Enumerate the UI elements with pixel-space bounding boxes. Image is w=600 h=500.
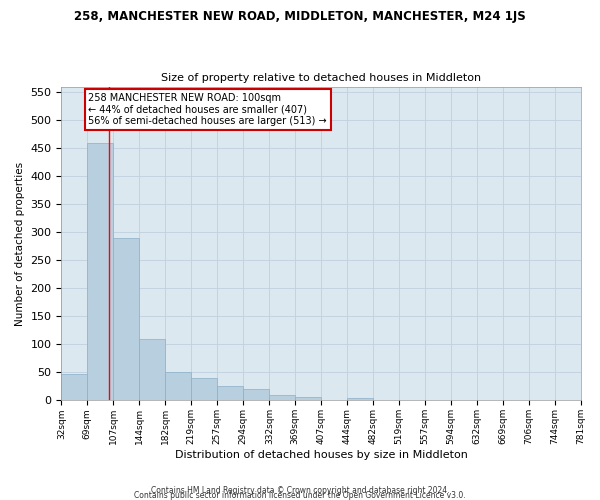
Title: Size of property relative to detached houses in Middleton: Size of property relative to detached ho… [161, 73, 481, 83]
Bar [191, 378, 217, 400]
Text: 258 MANCHESTER NEW ROAD: 100sqm
← 44% of detached houses are smaller (407)
56% o: 258 MANCHESTER NEW ROAD: 100sqm ← 44% of… [88, 94, 327, 126]
Text: Contains public sector information licensed under the Open Government Licence v3: Contains public sector information licen… [134, 491, 466, 500]
Text: 258, MANCHESTER NEW ROAD, MIDDLETON, MANCHESTER, M24 1JS: 258, MANCHESTER NEW ROAD, MIDDLETON, MAN… [74, 10, 526, 23]
Bar [166, 372, 191, 400]
Text: Contains HM Land Registry data © Crown copyright and database right 2024.: Contains HM Land Registry data © Crown c… [151, 486, 449, 495]
Bar [113, 238, 139, 400]
Bar [217, 386, 243, 400]
Bar [139, 339, 164, 400]
Bar [87, 142, 113, 400]
Bar [295, 396, 320, 400]
Bar [347, 398, 373, 400]
X-axis label: Distribution of detached houses by size in Middleton: Distribution of detached houses by size … [175, 450, 467, 460]
Bar [243, 389, 269, 400]
Y-axis label: Number of detached properties: Number of detached properties [15, 162, 25, 326]
Bar [269, 395, 295, 400]
Bar [61, 374, 87, 400]
